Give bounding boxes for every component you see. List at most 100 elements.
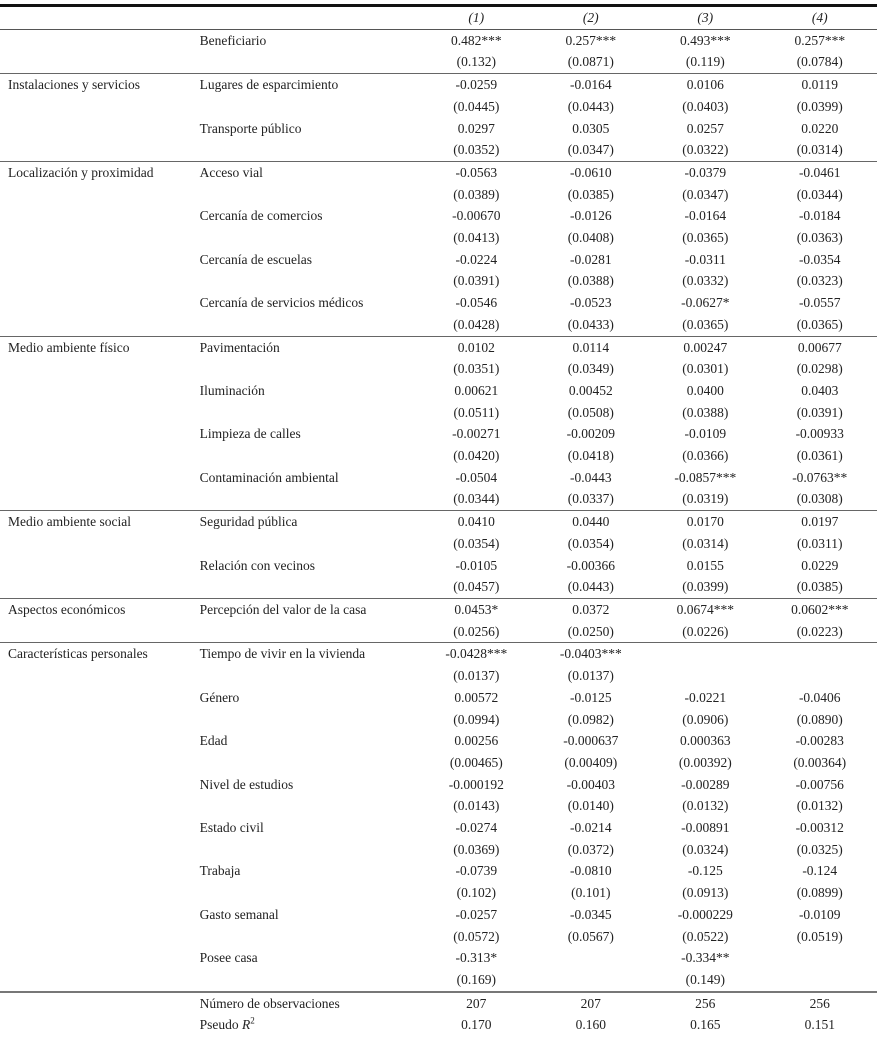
standard-error-cell: (0.0913) <box>682 885 729 901</box>
coefficient-cell: -0.00891 <box>681 820 730 836</box>
standard-error-cell <box>533 968 649 993</box>
standard-error-cell: (0.0344) <box>419 488 534 512</box>
standard-error-cell: (0.102) <box>456 885 496 901</box>
coefficient-cell: -0.125 <box>687 863 723 879</box>
standard-error-cell: (0.0349) <box>567 361 614 377</box>
pseudo-r2-row: Pseudo R2 0.170 0.160 0.165 0.151 <box>0 1014 877 1036</box>
coefficient-cell: -0.0164 <box>569 77 612 93</box>
standard-error-row: (0.0369) (0.0372) (0.0324) (0.0325) <box>0 839 877 861</box>
coefficient-cell: 0.000363 <box>679 733 731 749</box>
standard-error-cell: (0.0567) <box>567 928 614 944</box>
pseudo-r2-superscript: 2 <box>250 1015 255 1026</box>
coefficient-cell: -0.0311 <box>684 251 726 267</box>
standard-error-cell: (0.0443) <box>533 576 649 599</box>
variable-name: Cercanía de servicios médicos <box>199 295 364 311</box>
coefficient-cell: -0.0184 <box>798 208 841 224</box>
standard-error-row: (0.0351) (0.0349) (0.0301) (0.0298) <box>0 358 877 380</box>
coefficient-cell: -0.0763** <box>792 469 848 485</box>
standard-error-row: (0.132) (0.0871) (0.119) (0.0784) <box>0 51 877 75</box>
coefficient-cell: -0.00756 <box>795 776 844 792</box>
standard-error-cell: (0.0365) <box>682 230 729 246</box>
coefficient-cell: 0.0674*** <box>676 601 734 617</box>
standard-error-cell: (0.0323) <box>796 273 843 289</box>
coefficient-cell: -0.0109 <box>798 906 841 922</box>
standard-error-row: (0.0256) (0.0250) (0.0226) (0.0223) <box>0 620 877 644</box>
standard-error-cell: (0.0347) <box>533 139 649 162</box>
coefficient-row: Contaminación ambiental -0.0504 -0.0443 -0.… <box>0 467 877 489</box>
observations-cell: 256 <box>695 995 716 1011</box>
coefficient-cell <box>648 643 762 665</box>
standard-error-cell: (0.0369) <box>453 841 500 857</box>
standard-error-cell: (0.0298) <box>796 361 843 377</box>
variable-name: Edad <box>199 733 228 749</box>
standard-error-cell: (0.0226) <box>648 620 763 644</box>
coefficient-cell: 0.00256 <box>454 733 499 749</box>
group-label <box>0 96 197 118</box>
variable-name <box>197 96 419 118</box>
standard-error-cell: (0.0337) <box>533 488 649 512</box>
coefficient-row: Medio ambiente social Seguridad pública 0.… <box>0 511 877 533</box>
standard-error-cell: (0.0301) <box>682 361 729 377</box>
standard-error-row: (0.169) (0.149) <box>0 968 877 993</box>
coefficient-cell: 0.0372 <box>572 601 610 617</box>
standard-error-cell: (0.0322) <box>648 139 763 162</box>
group-label <box>0 555 197 577</box>
variable-name: Lugares de esparcimiento <box>199 77 339 93</box>
coefficient-cell: -0.00366 <box>566 557 615 573</box>
standard-error-cell: (0.0399) <box>796 98 843 114</box>
standard-error-cell: (0.0344) <box>796 186 843 202</box>
coefficient-row: Iluminación 0.00621 0.00452 0.0400 0.0403 <box>0 380 877 402</box>
coefficient-cell: -0.0214 <box>569 820 612 836</box>
pseudo-r2-prefix: Pseudo <box>199 1017 242 1033</box>
observations-row: Número de observaciones 207 207 256 256 <box>0 992 877 1015</box>
group-label <box>0 270 197 292</box>
variable-name: Seguridad pública <box>199 514 298 530</box>
variable-name <box>196 620 420 644</box>
coefficient-cell: 0.0410 <box>457 514 495 530</box>
standard-error-cell: (0.0511) <box>453 404 500 420</box>
coefficient-row: Beneficiario 0.482*** 0.257*** 0.493*** 0.25… <box>0 29 877 51</box>
group-label <box>0 795 197 817</box>
standard-error-row: (0.0420) (0.0418) (0.0366) (0.0361) <box>0 445 877 467</box>
observations-label: Número de observaciones <box>199 995 340 1011</box>
standard-error-cell: (0.0311) <box>796 535 843 551</box>
standard-error-row: (0.00465) (0.00409) (0.00392) (0.00364) <box>0 752 877 774</box>
standard-error-cell: (0.0399) <box>648 576 763 599</box>
group-label <box>0 358 197 380</box>
group-label <box>0 51 197 75</box>
group-label <box>0 29 197 51</box>
standard-error-cell: (0.0403) <box>682 98 729 114</box>
group-label <box>0 533 197 555</box>
standard-error-cell: (0.0413) <box>453 230 500 246</box>
column-header: (4) <box>762 5 877 30</box>
observations-cell: 207 <box>466 995 487 1011</box>
coefficient-row: Localización y proximidad Acceso vial -0.0… <box>0 161 877 183</box>
coefficient-cell: 0.0602*** <box>791 601 849 617</box>
coefficient-cell: -0.000229 <box>677 906 733 922</box>
coefficient-cell: 0.0197 <box>801 514 839 530</box>
coefficient-row: Cercanía de comercios -0.00670 -0.0126 -0.0… <box>0 205 877 227</box>
column-header: (3) <box>648 5 763 30</box>
coefficient-cell: -0.0109 <box>684 426 727 442</box>
standard-error-row: (0.0143) (0.0140) (0.0132) (0.0132) <box>0 795 877 817</box>
standard-error-cell: (0.0388) <box>567 273 614 289</box>
coefficient-row: Cercanía de escuelas -0.0224 -0.0281 -0.031… <box>0 249 877 271</box>
standard-error-cell: (0.0391) <box>453 273 500 289</box>
variable-name: Pavimentación <box>199 339 280 355</box>
standard-error-row: (0.0445) (0.0443) (0.0403) (0.0399) <box>0 96 877 118</box>
standard-error-cell <box>648 665 762 687</box>
variable-name <box>197 184 419 206</box>
coefficient-cell <box>763 947 877 969</box>
variable-name: Cercanía de escuelas <box>199 251 313 267</box>
group-label <box>0 904 197 926</box>
standard-error-row: (0.0994) (0.0982) (0.0906) (0.0890) <box>0 709 877 731</box>
variable-name: Gasto semanal <box>199 906 279 922</box>
coefficient-cell: -0.0259 <box>455 77 498 93</box>
coefficient-row: Características personales Tiempo de vivi… <box>0 643 877 665</box>
standard-error-cell: (0.0457) <box>419 576 534 599</box>
standard-error-cell <box>762 968 877 993</box>
variable-name <box>197 926 419 948</box>
variable-name: Contaminación ambiental <box>199 469 339 485</box>
standard-error-row: (0.0137) (0.0137) <box>0 665 877 687</box>
footer-blank <box>0 992 197 1015</box>
